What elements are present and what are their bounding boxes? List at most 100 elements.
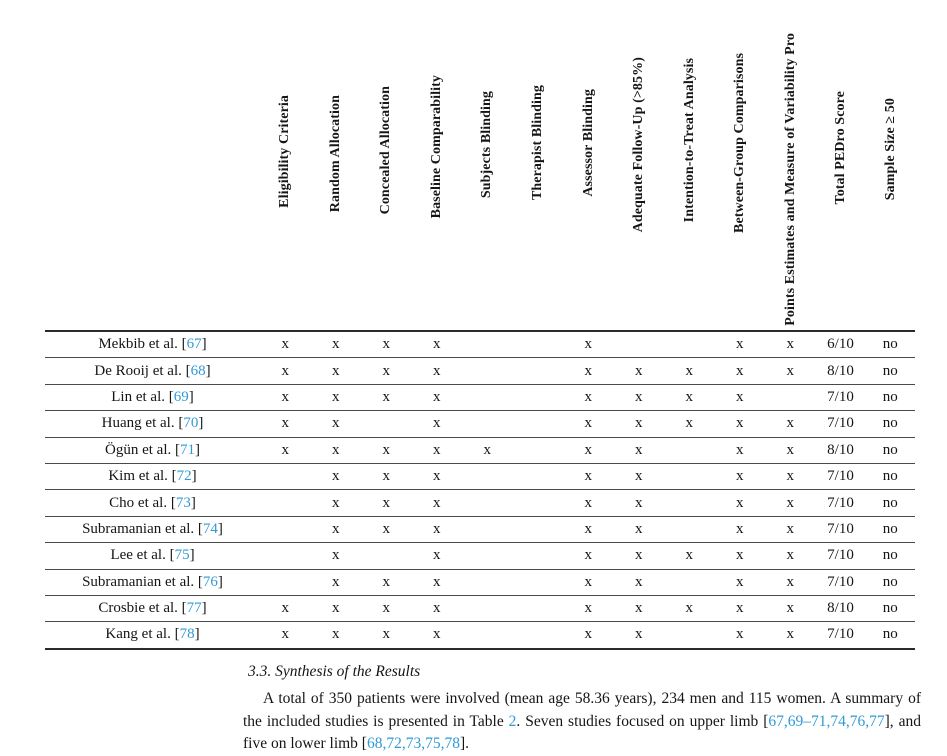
criterion-mark-cell: [512, 594, 563, 622]
criterion-mark-cell: x: [563, 462, 614, 490]
criterion-mark-cell: x: [563, 621, 614, 649]
criterion-mark-cell: x: [563, 357, 614, 385]
criterion-mark-cell: [512, 410, 563, 438]
lower-limb-citations-link[interactable]: 68,72,73,75,78: [366, 735, 460, 752]
citation-link[interactable]: 73: [175, 494, 191, 511]
criterion-mark-cell: x: [664, 357, 715, 385]
criterion-mark-cell: x: [714, 568, 765, 596]
column-header-12: Total PEDro Score: [833, 90, 848, 204]
criterion-mark-cell: x: [260, 594, 311, 622]
citation-link[interactable]: 68: [190, 362, 206, 379]
pedro-score-cell: 7/10: [815, 489, 866, 517]
criterion-mark-cell: x: [462, 436, 513, 464]
criterion-mark-cell: x: [361, 568, 412, 596]
pedro-score-table: Mekbib et al. [67] x x x x x x x 6/10 no De Rooij …: [45, 330, 915, 650]
citation-link[interactable]: 70: [183, 415, 199, 432]
criterion-mark-cell: x: [664, 410, 715, 438]
criterion-mark-cell: x: [281, 336, 290, 353]
paragraph-text: . Seven studies focused on upper limb [: [516, 712, 769, 730]
column-header-10: Between-Group Comparisons: [732, 53, 747, 233]
citation-link[interactable]: 71: [179, 441, 195, 458]
sample-size-cell: no: [865, 542, 915, 570]
criterion-mark-cell: [512, 383, 563, 411]
sample-size-cell: no: [865, 568, 915, 596]
pedro-score-cell: 7/10: [815, 621, 866, 649]
table-2-link[interactable]: 2: [508, 712, 517, 730]
citation-link[interactable]: 72: [176, 468, 192, 485]
criterion-mark-cell: x: [260, 436, 311, 464]
criterion-mark-cell: [462, 594, 513, 622]
study-name-cell: Huang et al. [70]: [45, 410, 260, 438]
criterion-mark-cell: [512, 568, 563, 596]
criterion-mark-cell: x: [563, 542, 614, 570]
sample-size-cell: no: [865, 410, 915, 438]
criterion-mark-cell: x: [714, 489, 765, 517]
criterion-mark-cell: [462, 515, 513, 543]
citation-link[interactable]: 69: [173, 388, 189, 405]
citation-link[interactable]: 75: [174, 547, 190, 564]
criterion-mark-cell: x: [361, 621, 412, 649]
upper-limb-citations-link[interactable]: 67,69–71,74,76,77: [768, 712, 885, 730]
results-paragraph: A total of 350 patients were involved (m…: [243, 688, 921, 756]
citation-link[interactable]: 67: [186, 336, 202, 353]
criterion-mark-cell: [664, 515, 715, 543]
column-header-4: Baseline Comparability: [429, 74, 444, 218]
study-name-cell: Ögün et al. [71]: [45, 436, 260, 464]
criterion-mark-cell: x: [411, 621, 462, 649]
criterion-mark-cell: x: [714, 594, 765, 622]
criterion-mark-cell: x: [361, 489, 412, 517]
citation-link[interactable]: 77: [186, 600, 202, 617]
criterion-mark-cell: x: [310, 357, 361, 385]
sample-size-cell: no: [882, 336, 898, 353]
criterion-mark-cell: x: [563, 383, 614, 411]
criterion-mark-cell: x: [260, 383, 311, 411]
pedro-score-cell: 8/10: [815, 436, 866, 464]
criterion-mark-cell: [512, 515, 563, 543]
table-row: Ögün et al. [71] x x x x x x x x x 8/10 no: [45, 436, 915, 464]
criterion-mark-cell: x: [411, 410, 462, 438]
criterion-mark-cell: [260, 568, 311, 596]
criterion-mark-cell: x: [613, 489, 664, 517]
criterion-mark-cell: x: [765, 542, 816, 570]
study-name-cell: Lee et al. [75]: [45, 542, 260, 570]
sample-size-cell: no: [865, 436, 915, 464]
criterion-mark-cell: x: [765, 436, 816, 464]
criterion-mark-cell: [260, 462, 311, 490]
criterion-mark-cell: x: [310, 462, 361, 490]
citation-link[interactable]: 76: [202, 573, 218, 590]
criterion-mark-cell: x: [765, 357, 816, 385]
criterion-mark-cell: [664, 462, 715, 490]
criterion-mark-cell: x: [310, 621, 361, 649]
table-row: Subramanian et al. [76] x x x x x x x 7/10 no: [45, 568, 915, 596]
criterion-mark-cell: x: [563, 568, 614, 596]
criterion-mark-cell: x: [310, 489, 361, 517]
column-header-1: Eligibility Criteria: [277, 95, 292, 208]
criterion-mark-cell: x: [310, 542, 361, 570]
results-section: 3.3. Synthesis of the Results A total of…: [243, 663, 921, 756]
column-header-5: Subjects Blinding: [479, 90, 494, 198]
criterion-mark-cell: x: [563, 515, 614, 543]
criterion-mark-cell: x: [714, 436, 765, 464]
table-row: Crosbie et al. [77] x x x x x x x x x 8/10 no: [45, 594, 915, 622]
table-row: Lin et al. [69] x x x x x x x x 7/10 no: [45, 383, 915, 411]
criterion-mark-cell: x: [411, 383, 462, 411]
citation-link[interactable]: 74: [202, 520, 218, 537]
sample-size-cell: no: [865, 357, 915, 385]
criterion-mark-cell: x: [765, 515, 816, 543]
criterion-mark-cell: [512, 462, 563, 490]
criterion-mark-cell: x: [310, 568, 361, 596]
pedro-score-cell: 8/10: [815, 357, 866, 385]
criterion-mark-cell: [260, 542, 311, 570]
criterion-mark-cell: x: [382, 336, 391, 353]
section-heading: 3.3. Synthesis of the Results: [248, 663, 421, 680]
study-name-cell: De Rooij et al. [68]: [45, 357, 260, 385]
criterion-mark-cell: x: [613, 462, 664, 490]
criterion-mark-cell: x: [332, 336, 340, 353]
criterion-mark-cell: [361, 410, 412, 438]
criterion-mark-cell: x: [765, 568, 816, 596]
criterion-mark-cell: x: [411, 594, 462, 622]
citation-link[interactable]: 78: [179, 626, 195, 643]
criterion-mark-cell: [765, 383, 816, 411]
criterion-mark-cell: [260, 489, 311, 517]
criterion-mark-cell: x: [563, 594, 614, 622]
